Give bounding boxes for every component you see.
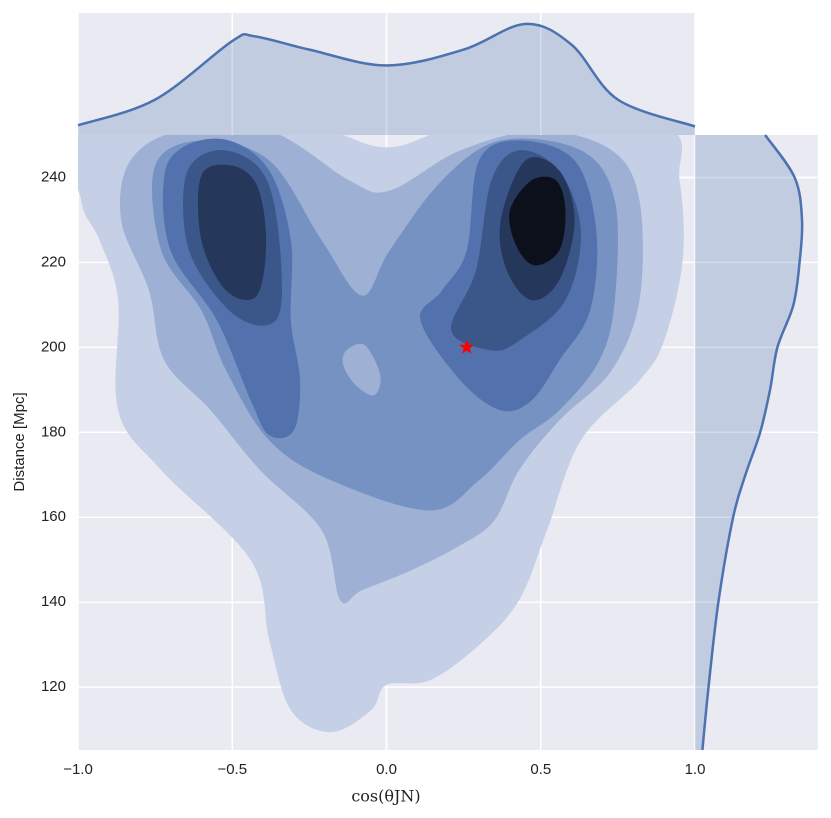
marginal-y-line <box>701 134 804 751</box>
x-tick-label: 1.0 <box>685 761 706 778</box>
x-tick-label: 0.0 <box>376 761 397 778</box>
marginals <box>77 22 804 751</box>
y-tick-label: 120 <box>41 678 66 695</box>
y-axis-label: Distance [Mpc] <box>11 392 28 491</box>
x-tick-label: −0.5 <box>217 761 247 778</box>
y-tick-label: 220 <box>41 253 66 270</box>
x-tick-label: −1.0 <box>63 761 93 778</box>
contours <box>78 135 684 733</box>
y-tick-label: 240 <box>41 168 66 185</box>
y-tick-label: 140 <box>41 593 66 610</box>
contour-level <box>509 176 566 266</box>
x-tick-label: 0.5 <box>530 761 551 778</box>
x-axis-label: cos(θJN) <box>351 787 420 806</box>
highlight-point <box>459 339 475 354</box>
y-tick-label: 200 <box>41 338 66 355</box>
marginal-x-line <box>77 22 696 128</box>
marginal-y-area <box>695 135 803 750</box>
marginal-x-area <box>78 23 695 135</box>
contour-level <box>197 164 267 301</box>
contour-level <box>342 343 381 396</box>
labels: cos(θJN) Distance [Mpc] −1.0 −0.5 0.0 0.5 1.… <box>11 168 705 805</box>
y-tick-label: 160 <box>41 508 66 525</box>
y-tick-label: 180 <box>41 423 66 440</box>
